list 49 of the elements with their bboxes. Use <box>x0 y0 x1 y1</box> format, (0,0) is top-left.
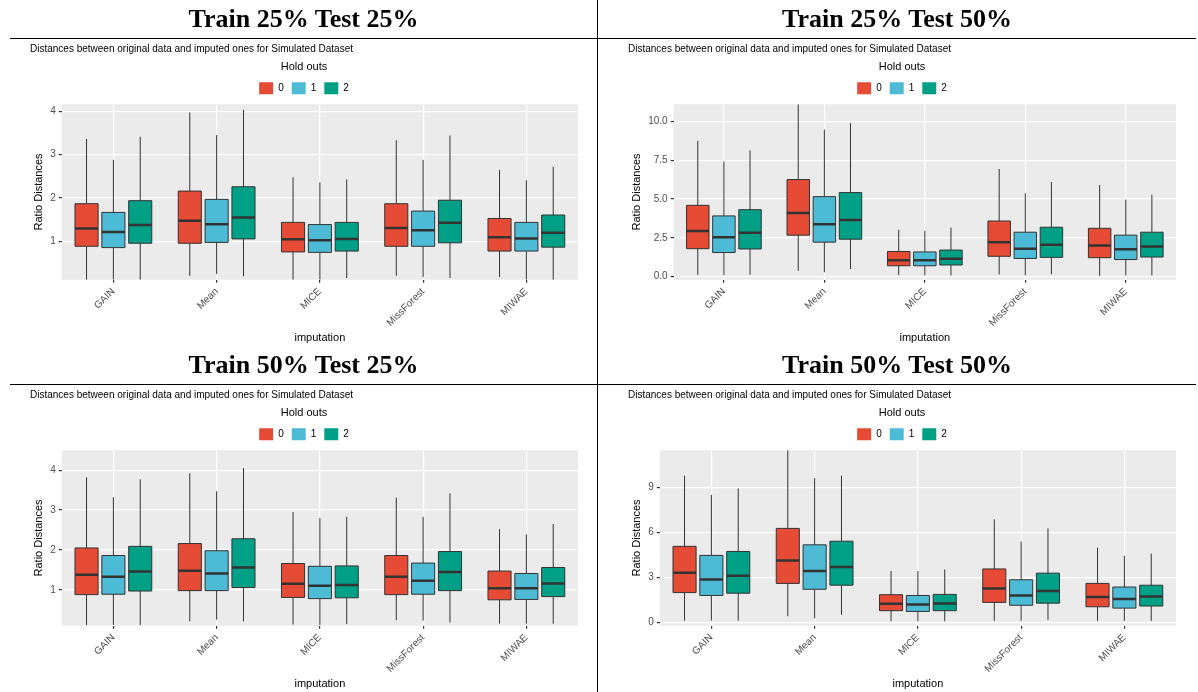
y-tick-label: 0.0 <box>653 270 669 282</box>
y-tick-label: 9 <box>648 480 655 492</box>
y-axis-title: Ratio Distances <box>629 498 642 577</box>
y-tick-label: 3 <box>648 571 655 583</box>
legend-label: 2 <box>343 81 350 93</box>
legend-label: 2 <box>941 427 948 439</box>
x-axis-title: imputation <box>294 677 346 690</box>
legend-label: 1 <box>310 81 317 93</box>
legend-label: 1 <box>310 427 317 439</box>
legend-label: 0 <box>278 427 285 439</box>
chart-subtitle: Distances between original data and imputed ones for Simulated Dataset <box>30 388 354 400</box>
y-tick-label: 4 <box>50 104 57 116</box>
legend-label: 2 <box>343 427 350 439</box>
y-tick-label: 3 <box>50 148 57 160</box>
legend-label: 2 <box>941 81 948 93</box>
chart-subtitle: Distances between original data and imputed ones for Simulated Dataset <box>30 42 354 54</box>
y-tick-label: 4 <box>50 463 57 475</box>
y-tick-label: 3 <box>50 503 57 515</box>
y-tick-label: 2 <box>50 191 57 203</box>
chart-subtitle: Distances between original data and imputed ones for Simulated Dataset <box>628 388 952 400</box>
legend-label: 1 <box>908 427 915 439</box>
legend-label: 1 <box>908 81 915 93</box>
chart-subtitle: Distances between original data and imputed ones for Simulated Dataset <box>628 42 952 54</box>
chart-title: Train 50% Test 25% <box>10 348 597 385</box>
y-axis-title: Ratio Distances <box>31 152 44 231</box>
y-tick-label: 2 <box>50 543 57 555</box>
legend-label: 0 <box>278 81 285 93</box>
y-tick-label: 2.5 <box>653 231 669 243</box>
y-tick-label: 7.5 <box>653 153 669 165</box>
legend-title: Hold outs <box>280 405 328 418</box>
legend-label: 0 <box>876 427 883 439</box>
y-tick-label: 10.0 <box>648 115 669 127</box>
legend-title: Hold outs <box>878 405 926 418</box>
y-tick-label: 5.0 <box>653 192 669 204</box>
chart-title: Train 25% Test 50% <box>598 2 1196 39</box>
y-axis-title: Ratio Distances <box>629 152 642 231</box>
legend-title: Hold outs <box>280 59 328 72</box>
chart-title: Train 50% Test 50% <box>598 348 1196 385</box>
x-axis-title: imputation <box>294 331 346 344</box>
chart-title: Train 25% Test 25% <box>10 2 597 39</box>
x-axis-title: imputation <box>892 677 944 690</box>
y-tick-label: 1 <box>50 235 57 247</box>
y-tick-label: 0 <box>648 616 655 628</box>
x-axis-title: imputation <box>899 331 951 344</box>
y-axis-title: Ratio Distances <box>31 498 44 577</box>
y-tick-label: 1 <box>50 583 57 595</box>
legend-label: 0 <box>876 81 883 93</box>
legend-title: Hold outs <box>878 59 926 72</box>
y-tick-label: 6 <box>648 526 655 538</box>
